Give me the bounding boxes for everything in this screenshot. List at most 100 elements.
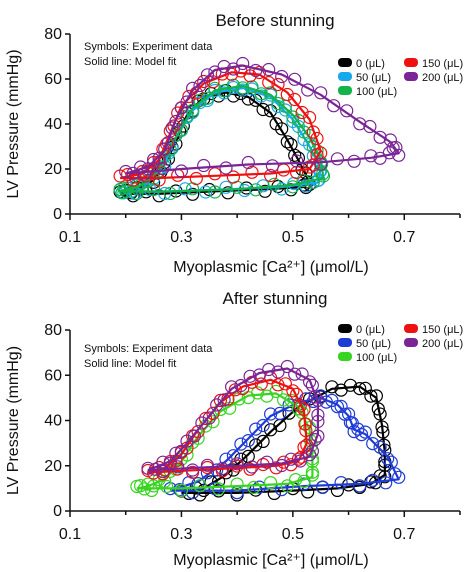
data-point <box>271 378 285 392</box>
data-point <box>306 175 320 189</box>
data-point <box>308 433 322 447</box>
data-point <box>217 393 231 407</box>
data-point <box>273 418 287 433</box>
legend-swatch <box>338 324 352 333</box>
data-point <box>243 369 257 383</box>
data-point <box>264 168 278 183</box>
x-tick-label: 0.3 <box>170 229 192 246</box>
data-point <box>152 151 166 165</box>
data-point <box>234 437 248 451</box>
data-point <box>199 185 213 199</box>
data-point <box>137 482 151 496</box>
data-point <box>296 173 310 188</box>
legend-label: 150 (μL) <box>422 324 463 336</box>
data-point <box>256 102 270 117</box>
y-tick-label: 60 <box>44 71 62 88</box>
legend-label: 50 (μL) <box>356 338 391 350</box>
data-point <box>325 393 339 407</box>
data-point <box>219 452 233 466</box>
data-point <box>156 464 170 479</box>
legend-item: 150 (μL) <box>404 58 463 70</box>
x-axis-label: Myoplasmic [Ca²⁺] (μmol/L) <box>173 552 368 569</box>
data-point <box>197 158 211 173</box>
data-point <box>236 56 250 71</box>
data-point <box>305 465 319 479</box>
data-point <box>213 393 227 407</box>
data-point <box>280 359 294 374</box>
data-point <box>297 474 311 488</box>
data-point <box>353 117 367 131</box>
data-point <box>334 399 348 413</box>
data-point <box>115 186 129 200</box>
legend-label: 50 (μL) <box>356 72 391 84</box>
data-point <box>260 389 274 403</box>
legend-swatch <box>338 72 352 81</box>
data-point <box>311 429 325 443</box>
data-point <box>314 146 328 160</box>
data-point <box>347 425 361 439</box>
data-point <box>120 167 135 182</box>
data-point <box>293 399 307 413</box>
data-point <box>163 186 177 201</box>
data-point <box>156 455 170 469</box>
legend-swatch <box>404 324 418 333</box>
data-point <box>310 131 324 146</box>
data-point <box>208 167 222 181</box>
legend-swatch <box>338 352 352 361</box>
data-point <box>363 119 377 134</box>
data-point <box>275 458 289 473</box>
data-point <box>217 84 231 98</box>
data-point <box>284 137 298 152</box>
y-tick-label: 20 <box>44 458 62 475</box>
data-point <box>301 83 315 97</box>
data-point <box>249 422 263 436</box>
data-point <box>262 62 276 77</box>
data-point <box>148 462 162 476</box>
legend-swatch <box>338 338 352 347</box>
data-point <box>299 424 313 438</box>
data-point <box>206 406 220 420</box>
data-point <box>297 125 311 139</box>
data-point <box>338 407 352 421</box>
data-point <box>295 367 309 381</box>
data-point <box>200 458 214 472</box>
data-point <box>141 461 155 475</box>
data-point <box>303 110 317 125</box>
data-point <box>291 402 305 416</box>
data-point <box>186 463 200 477</box>
data-point <box>334 476 348 490</box>
data-point <box>342 407 356 421</box>
legend-item: 200 (μL) <box>404 338 463 350</box>
legend-label: 100 (μL) <box>356 86 397 98</box>
data-point <box>210 398 224 412</box>
data-point <box>384 455 398 469</box>
data-point <box>286 180 300 194</box>
data-point <box>254 377 268 391</box>
data-point <box>267 177 281 191</box>
data-point <box>305 468 319 482</box>
data-point <box>311 408 325 422</box>
data-point <box>364 149 378 163</box>
data-point <box>258 184 272 198</box>
legend-label: 0 (μL) <box>356 58 385 70</box>
data-point <box>134 479 148 493</box>
y-tick-label: 40 <box>44 116 62 133</box>
model-fit-line <box>169 396 400 492</box>
legend-swatch <box>404 58 418 67</box>
annotation-note: Symbols: Experiment data <box>84 41 213 53</box>
panel-title: After stunning <box>223 289 328 308</box>
panel-title: Before stunning <box>215 11 334 30</box>
data-point <box>347 154 361 168</box>
data-point <box>280 135 294 149</box>
data-point <box>293 454 307 468</box>
data-point <box>295 105 309 120</box>
data-point <box>297 402 311 416</box>
data-point <box>226 170 240 184</box>
data-point <box>340 104 354 118</box>
panel-2: After stunning 0 20 40 60 80 0.1 0.3 0.5 0.7 Myopl… <box>5 289 463 569</box>
x-tick-label: 0.5 <box>282 526 304 543</box>
data-point <box>230 457 244 471</box>
data-point <box>373 130 387 144</box>
data-point <box>174 483 188 497</box>
data-point <box>260 455 274 469</box>
